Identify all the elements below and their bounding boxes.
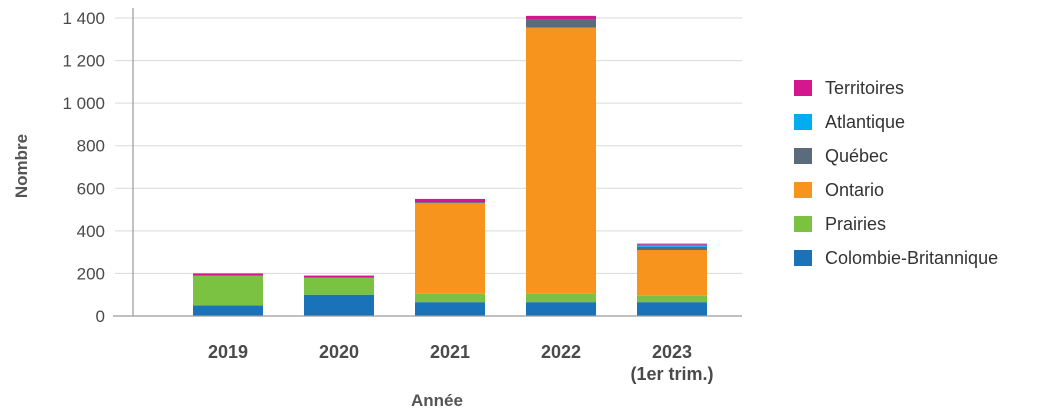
bar-segment	[526, 293, 596, 303]
legend-swatch	[794, 148, 812, 164]
bar-segment	[526, 27, 596, 294]
legend-label: Prairies	[825, 214, 886, 234]
bar-segment	[193, 305, 263, 316]
bar-segment	[304, 294, 374, 316]
bar-segment	[415, 202, 485, 204]
bars	[193, 15, 707, 316]
bar-segment	[526, 15, 596, 20]
bar-segment	[637, 246, 707, 251]
gridlines	[115, 17, 742, 274]
bar-segment	[637, 244, 707, 247]
bar-segment	[415, 302, 485, 316]
legend-label: Atlantique	[825, 112, 905, 132]
y-axis-title: Nombre	[12, 134, 31, 198]
y-tick-labels: 0 200 400 600 800 1 000 1 200 1 400	[62, 9, 105, 326]
y-tick-label: 800	[77, 137, 105, 156]
bar-segment	[637, 243, 707, 245]
legend-swatch	[794, 182, 812, 198]
bar-segment	[193, 273, 263, 276]
x-tick-label-line2: (1er trim.)	[630, 364, 713, 384]
x-axis-title: Année	[411, 391, 463, 410]
legend: Territoires Atlantique Québec Ontario Prairi…	[794, 78, 998, 268]
x-tick-label: 2020	[319, 342, 359, 362]
legend-label: Territoires	[825, 78, 904, 98]
legend-swatch	[794, 114, 812, 130]
legend-label: Québec	[825, 146, 888, 166]
y-tick-label: 400	[77, 222, 105, 241]
legend-label: Ontario	[825, 180, 884, 200]
y-tick-label: 0	[96, 307, 105, 326]
bar-segment	[304, 277, 374, 295]
bar-segment	[526, 302, 596, 316]
bar-segment	[637, 302, 707, 316]
legend-label: Colombie-Britannique	[825, 248, 998, 268]
x-tick-label: 2021	[430, 342, 470, 362]
legend-swatch	[794, 216, 812, 232]
bar-segment	[415, 198, 485, 203]
y-tick-label: 600	[77, 179, 105, 198]
x-tick-label: 2023	[652, 342, 692, 362]
bar-segment	[304, 275, 374, 278]
y-tick-label: 1 400	[62, 9, 105, 28]
bar-segment	[637, 250, 707, 296]
y-tick-label: 200	[77, 264, 105, 283]
y-tick-label: 1 200	[62, 52, 105, 71]
legend-swatch	[794, 250, 812, 266]
x-tick-label: 2019	[208, 342, 248, 362]
bar-segment	[415, 203, 485, 294]
bar-segment	[526, 19, 596, 28]
x-tick-labels: 2019 2020 2021 2022 2023(1er trim.)	[208, 342, 714, 384]
bar-segment	[415, 293, 485, 303]
legend-swatch	[794, 80, 812, 96]
x-tick-label: 2022	[541, 342, 581, 362]
bar-segment	[637, 295, 707, 303]
y-tick-label: 1 000	[62, 94, 105, 113]
bar-segment	[193, 275, 263, 306]
